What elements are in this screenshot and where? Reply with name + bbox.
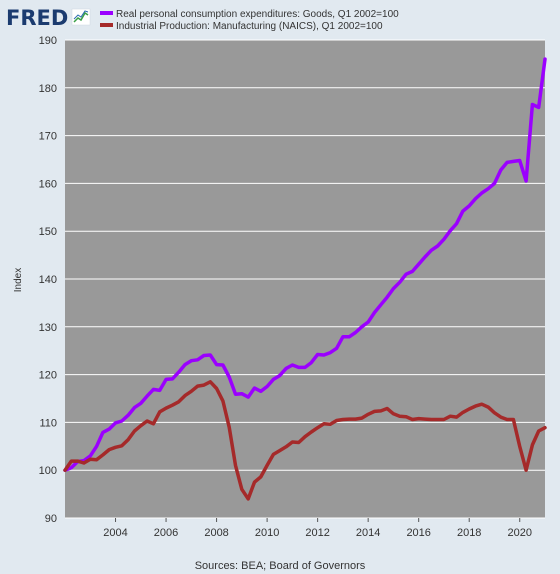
x-tick-label: 2020 bbox=[507, 527, 531, 539]
source-note: Sources: BEA; Board of Governors bbox=[195, 560, 366, 572]
y-tick-label: 190 bbox=[39, 35, 57, 47]
series-lines bbox=[63, 57, 547, 501]
y-tick-label: 180 bbox=[39, 83, 57, 95]
legend-swatch-consumption bbox=[100, 11, 113, 15]
x-tick-label: 2016 bbox=[406, 527, 430, 539]
legend-label-consumption: Real personal consumption expenditures: … bbox=[116, 9, 399, 20]
y-tick-label: 150 bbox=[39, 226, 57, 238]
fred-logo-text: FRED bbox=[6, 6, 68, 30]
y-tick-label: 170 bbox=[39, 131, 57, 143]
legend: Real personal consumption expenditures: … bbox=[100, 9, 399, 32]
grid-lines bbox=[65, 39, 545, 519]
x-axis-ticks: 2004 2006 2008 2010 2012 2014 2016 2018 2020 bbox=[103, 518, 532, 539]
fred-logo[interactable]: FRED bbox=[6, 6, 91, 30]
y-tick-label: 110 bbox=[39, 417, 57, 429]
x-tick-label: 2014 bbox=[356, 527, 380, 539]
y-tick-label: 120 bbox=[39, 370, 57, 382]
legend-swatch-industrial bbox=[100, 23, 113, 27]
fred-chart-logo-icon bbox=[71, 8, 91, 26]
y-tick-label: 140 bbox=[39, 274, 57, 286]
x-tick-label: 2018 bbox=[457, 527, 481, 539]
x-tick-label: 2010 bbox=[255, 527, 279, 539]
x-tick-label: 2006 bbox=[154, 527, 178, 539]
y-tick-label: 160 bbox=[39, 178, 57, 190]
series-line-consumption[interactable] bbox=[63, 57, 547, 472]
series-line-industrial[interactable] bbox=[63, 380, 547, 501]
y-tick-label: 90 bbox=[45, 513, 57, 525]
legend-item-industrial[interactable]: Industrial Production: Manufacturing (NA… bbox=[100, 21, 383, 32]
y-axis-label: Index bbox=[13, 268, 24, 292]
x-tick-label: 2012 bbox=[305, 527, 329, 539]
legend-label-industrial: Industrial Production: Manufacturing (NA… bbox=[116, 21, 383, 32]
x-tick-label: 2004 bbox=[103, 527, 127, 539]
x-tick-label: 2008 bbox=[204, 527, 228, 539]
y-axis-ticks: 90 100 110 120 130 140 150 160 170 180 190 bbox=[39, 35, 57, 525]
legend-item-consumption[interactable]: Real personal consumption expenditures: … bbox=[100, 9, 399, 20]
y-tick-label: 130 bbox=[39, 322, 57, 334]
y-tick-label: 100 bbox=[39, 465, 57, 477]
